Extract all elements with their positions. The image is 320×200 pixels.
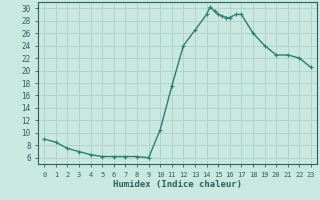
X-axis label: Humidex (Indice chaleur): Humidex (Indice chaleur) bbox=[113, 180, 242, 189]
